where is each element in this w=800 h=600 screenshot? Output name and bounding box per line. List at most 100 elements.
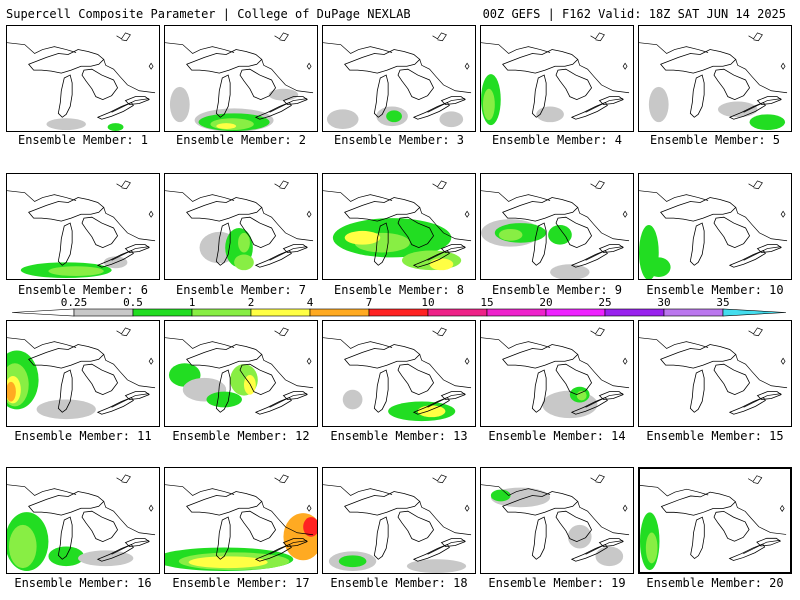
ensemble-map-panel[interactable] (638, 320, 792, 427)
border-line (590, 327, 605, 337)
colorbar-segment (545, 308, 606, 317)
ensemble-map-panel[interactable] (6, 467, 160, 574)
lake-outline (502, 491, 579, 516)
colorbar-tick-label: 0.25 (61, 297, 88, 309)
lake-outline (124, 391, 150, 400)
lake-outline (186, 491, 263, 516)
member-label: Ensemble Member: 7 (175, 283, 307, 297)
ensemble-map-panel[interactable] (638, 25, 792, 132)
member-label: Ensemble Member: 11 (14, 429, 152, 443)
scp-contour (482, 88, 495, 121)
lake-outline (57, 516, 73, 560)
member-map (639, 327, 788, 415)
lake-outline (412, 102, 450, 120)
scp-contour (326, 109, 359, 130)
member-label: Ensemble Member: 16 (14, 576, 152, 590)
colorbar-tick-label: 1 (189, 297, 196, 309)
lake-outline (531, 516, 547, 560)
colorbar-segment (73, 308, 134, 317)
border-line (165, 190, 235, 202)
ensemble-map-panel[interactable] (164, 173, 318, 280)
border-line (323, 484, 393, 496)
member-map (7, 327, 156, 420)
lake-outline (282, 244, 308, 253)
colorbar-tick-label: 15 (480, 297, 493, 309)
lake-outline (81, 363, 119, 396)
island-outline (622, 504, 628, 512)
member-label: Ensemble Member: 18 (330, 576, 468, 590)
lake-outline (570, 102, 608, 120)
colorbar-tick-label: 4 (307, 297, 314, 309)
ensemble-map-panel[interactable] (638, 173, 792, 280)
ensemble-map-panel[interactable] (322, 467, 476, 574)
scp-contour (48, 266, 104, 277)
scp-contour (646, 257, 671, 278)
ensemble-map-panel[interactable] (480, 467, 634, 574)
island-outline (306, 62, 312, 70)
border-line (103, 207, 156, 242)
ensemble-map-panel[interactable] (6, 320, 160, 427)
scp-contour (439, 111, 464, 128)
lake-outline (713, 68, 751, 101)
lake-outline (215, 516, 231, 560)
lake-outline (660, 344, 737, 369)
lake-outline (412, 544, 450, 562)
lake-outline (373, 74, 389, 118)
lake-outline (96, 397, 134, 415)
island-outline (306, 504, 312, 512)
ensemble-map-panel[interactable] (6, 173, 160, 280)
ensemble-map-panel[interactable] (480, 25, 634, 132)
colorbar-tick-label: 30 (657, 297, 670, 309)
lake-outline (186, 49, 263, 74)
border-line (427, 246, 466, 261)
scp-contour (548, 225, 572, 245)
lake-outline (440, 538, 466, 547)
border-line (481, 337, 551, 349)
border-line (116, 180, 131, 190)
member-map (7, 474, 156, 572)
ensemble-map-panel[interactable] (164, 320, 318, 427)
ensemble-map-panel[interactable] (638, 467, 792, 574)
lake-outline (239, 363, 277, 396)
border-line (735, 207, 788, 242)
lake-outline (756, 244, 782, 253)
border-line (111, 98, 150, 113)
border-line (419, 59, 472, 94)
scp-contour (344, 230, 381, 245)
lake-outline (728, 102, 766, 120)
ensemble-map-panel[interactable] (6, 25, 160, 132)
ensemble-map-panel[interactable] (164, 25, 318, 132)
scp-contour (717, 101, 758, 118)
member-map (165, 327, 314, 415)
border-line (590, 474, 605, 484)
member-label: Ensemble Member: 5 (649, 133, 781, 147)
scp-contour (406, 559, 467, 573)
ensemble-map-panel[interactable] (322, 25, 476, 132)
member-label: Ensemble Member: 15 (646, 429, 784, 443)
island-outline (464, 357, 470, 365)
border-line (111, 393, 150, 408)
lake-outline (756, 537, 782, 547)
color-scale-legend: 0.25 0.5 1 2 4 7 10 15 20 25 30 35 (12, 297, 787, 317)
ensemble-map-panel[interactable] (322, 320, 476, 427)
lake-outline (215, 74, 231, 118)
border-line (639, 337, 709, 349)
border-line (748, 180, 763, 190)
border-line (481, 190, 551, 202)
ensemble-map-panel[interactable] (164, 467, 318, 574)
lake-outline (239, 510, 277, 543)
ensemble-map-panel[interactable] (322, 173, 476, 280)
lake-outline (502, 197, 579, 222)
ensemble-map-panel[interactable] (480, 173, 634, 280)
border-line (116, 32, 131, 42)
border-line (261, 59, 314, 94)
scp-contour (188, 556, 268, 569)
island-outline (780, 62, 786, 70)
member-map (481, 180, 630, 279)
ensemble-map-panel[interactable] (480, 320, 634, 427)
colorbar-tick-label: 2 (248, 297, 255, 309)
lake-outline (186, 344, 263, 369)
border-line (639, 190, 709, 202)
member-label: Ensemble Member: 1 (17, 133, 149, 147)
scp-contour (107, 123, 124, 131)
